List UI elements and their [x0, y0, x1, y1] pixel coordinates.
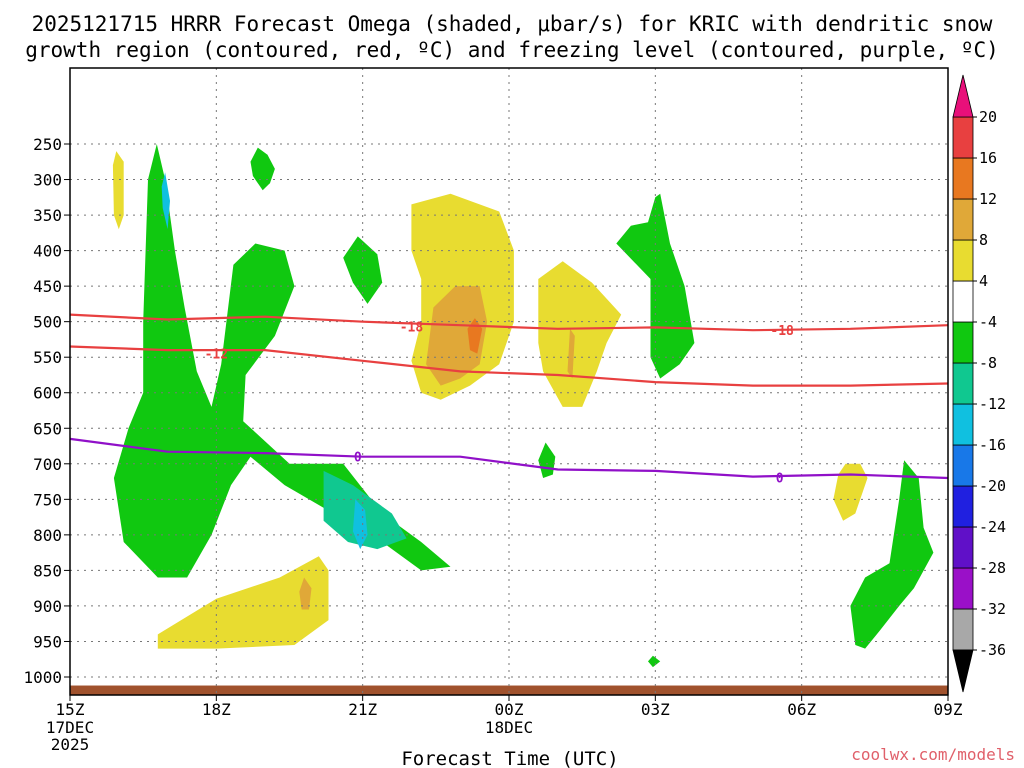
y-tick-label-900: 900	[33, 597, 62, 616]
colorbar-label--20: -20	[979, 477, 1006, 495]
y-tick-label-600: 600	[33, 384, 62, 403]
date-label-2025: 2025	[51, 735, 90, 754]
colorbar-bin--12-to--8	[952, 362, 974, 405]
credit-link[interactable]: coolwx.com/models	[851, 745, 1015, 764]
colorbar-label-4: 4	[979, 272, 988, 290]
omega-region-green-tiny	[648, 655, 661, 668]
plot-area	[70, 68, 948, 695]
colorbar-label-8: 8	[979, 231, 988, 249]
y-tick-label-700: 700	[33, 455, 62, 474]
colorbar: -36 -32 -28 -24 -20 -16 -12 -8 -4 4 8 12 16 20	[952, 74, 1006, 693]
x-axis-label: Forecast Time (UTC)	[401, 748, 618, 768]
chart-title-line1: 2025121715 HRRR Forecast Omega (shaded, …	[32, 12, 993, 36]
colorbar-label-16: 16	[979, 149, 997, 167]
y-tick-label-750: 750	[33, 490, 62, 509]
colorbar-label--12: -12	[979, 395, 1006, 413]
colorbar-label--32: -32	[979, 600, 1006, 618]
x-tick-label-09Z: 09Z	[934, 700, 963, 719]
colorbar-bin-16-to-20	[952, 116, 974, 159]
y-tick-label-850: 850	[33, 561, 62, 580]
x-tick-label-03Z: 03Z	[641, 700, 670, 719]
y-tick-label-650: 650	[33, 419, 62, 438]
colorbar-bin-4-to-8	[952, 239, 974, 282]
contour-label--12-0: -12	[205, 348, 228, 363]
colorbar-over-arrow	[952, 74, 974, 118]
contour-label-0-1: 0	[776, 471, 784, 486]
contour-lines: -18 -18 -12 0 0	[69, 313, 949, 486]
y-tick-label-350: 350	[33, 206, 62, 225]
axes: 250 300 350 400 450 500 550 600 650 700 750 800 850 9…	[23, 67, 963, 754]
omega-region-green-mid-blob	[343, 236, 383, 304]
colorbar-bin--20-to--16	[952, 444, 974, 487]
colorbar-bin-12-to-16	[952, 157, 974, 200]
omega-region-cyan-upper	[161, 172, 170, 230]
omega-region-yellow-right	[538, 261, 622, 407]
ground-strip	[70, 685, 948, 695]
date-label-17DEC: 17DEC	[46, 718, 94, 737]
omega-region-yellow-small-right	[833, 463, 868, 521]
y-tick-label-450: 450	[33, 277, 62, 296]
x-tick-label-06Z: 06Z	[787, 700, 816, 719]
colorbar-bin--8-to--4	[952, 321, 974, 364]
y-tick-label-950: 950	[33, 632, 62, 651]
colorbar-label--4: -4	[979, 313, 997, 331]
colorbar-bin--28-to--24	[952, 526, 974, 569]
colorbar-label--28: -28	[979, 559, 1006, 577]
omega-region-green-upper-left	[113, 144, 451, 578]
colorbar-bin--36-to--32	[952, 608, 974, 651]
colorbar-label--24: -24	[979, 518, 1006, 536]
omega-region-orange-center	[426, 286, 488, 386]
colorbar-under-arrow	[952, 649, 974, 693]
omega-region-yellow-bottom	[157, 556, 329, 649]
colorbar-label-20: 20	[979, 108, 997, 126]
colorbar-label--16: -16	[979, 436, 1006, 454]
colorbar-label-12: 12	[979, 190, 997, 208]
y-tick-label-400: 400	[33, 242, 62, 261]
y-tick-label-800: 800	[33, 526, 62, 545]
colorbar-label--8: -8	[979, 354, 997, 372]
chart-title-line2: growth region (contoured, red, ºC) and f…	[25, 38, 999, 62]
omega-region-orange-bottom	[299, 577, 312, 610]
y-tick-label-500: 500	[33, 313, 62, 332]
contour-line--12	[69, 345, 949, 387]
date-label-18DEC: 18DEC	[485, 718, 533, 737]
colorbar-bin--16-to--12	[952, 403, 974, 446]
contour-line--18	[69, 313, 949, 332]
contour-label--18-0: -18	[400, 321, 424, 336]
contour-label--18-1: -18	[770, 324, 794, 339]
colorbar-bin--4-to-4	[952, 280, 974, 323]
x-tick-label-18Z: 18Z	[202, 700, 231, 719]
omega-region-orange-right-strip	[567, 328, 575, 379]
y-tick-label-300: 300	[33, 171, 62, 190]
omega-region-green-far-right	[850, 460, 934, 649]
x-tick-label-00Z: 00Z	[495, 700, 524, 719]
x-tick-label-21Z: 21Z	[348, 700, 377, 719]
colorbar-bin-8-to-12	[952, 198, 974, 241]
plot-background	[70, 68, 948, 695]
omega-region-yellow-left-strip	[112, 151, 124, 230]
x-tick-label-15Z: 15Z	[56, 700, 85, 719]
contour-line-0	[69, 437, 949, 480]
y-tick-label-550: 550	[33, 348, 62, 367]
colorbar-label--36: -36	[979, 641, 1006, 659]
contour-label-0-0: 0	[354, 451, 362, 466]
omega-region-cyan-lower	[352, 499, 368, 550]
colorbar-bin--24-to--20	[952, 485, 974, 528]
y-tick-label-250: 250	[33, 135, 62, 154]
y-tick-label-1000: 1000	[23, 668, 62, 687]
omega-region-green-top-blob	[250, 147, 275, 191]
colorbar-bin--32-to--28	[952, 567, 974, 610]
